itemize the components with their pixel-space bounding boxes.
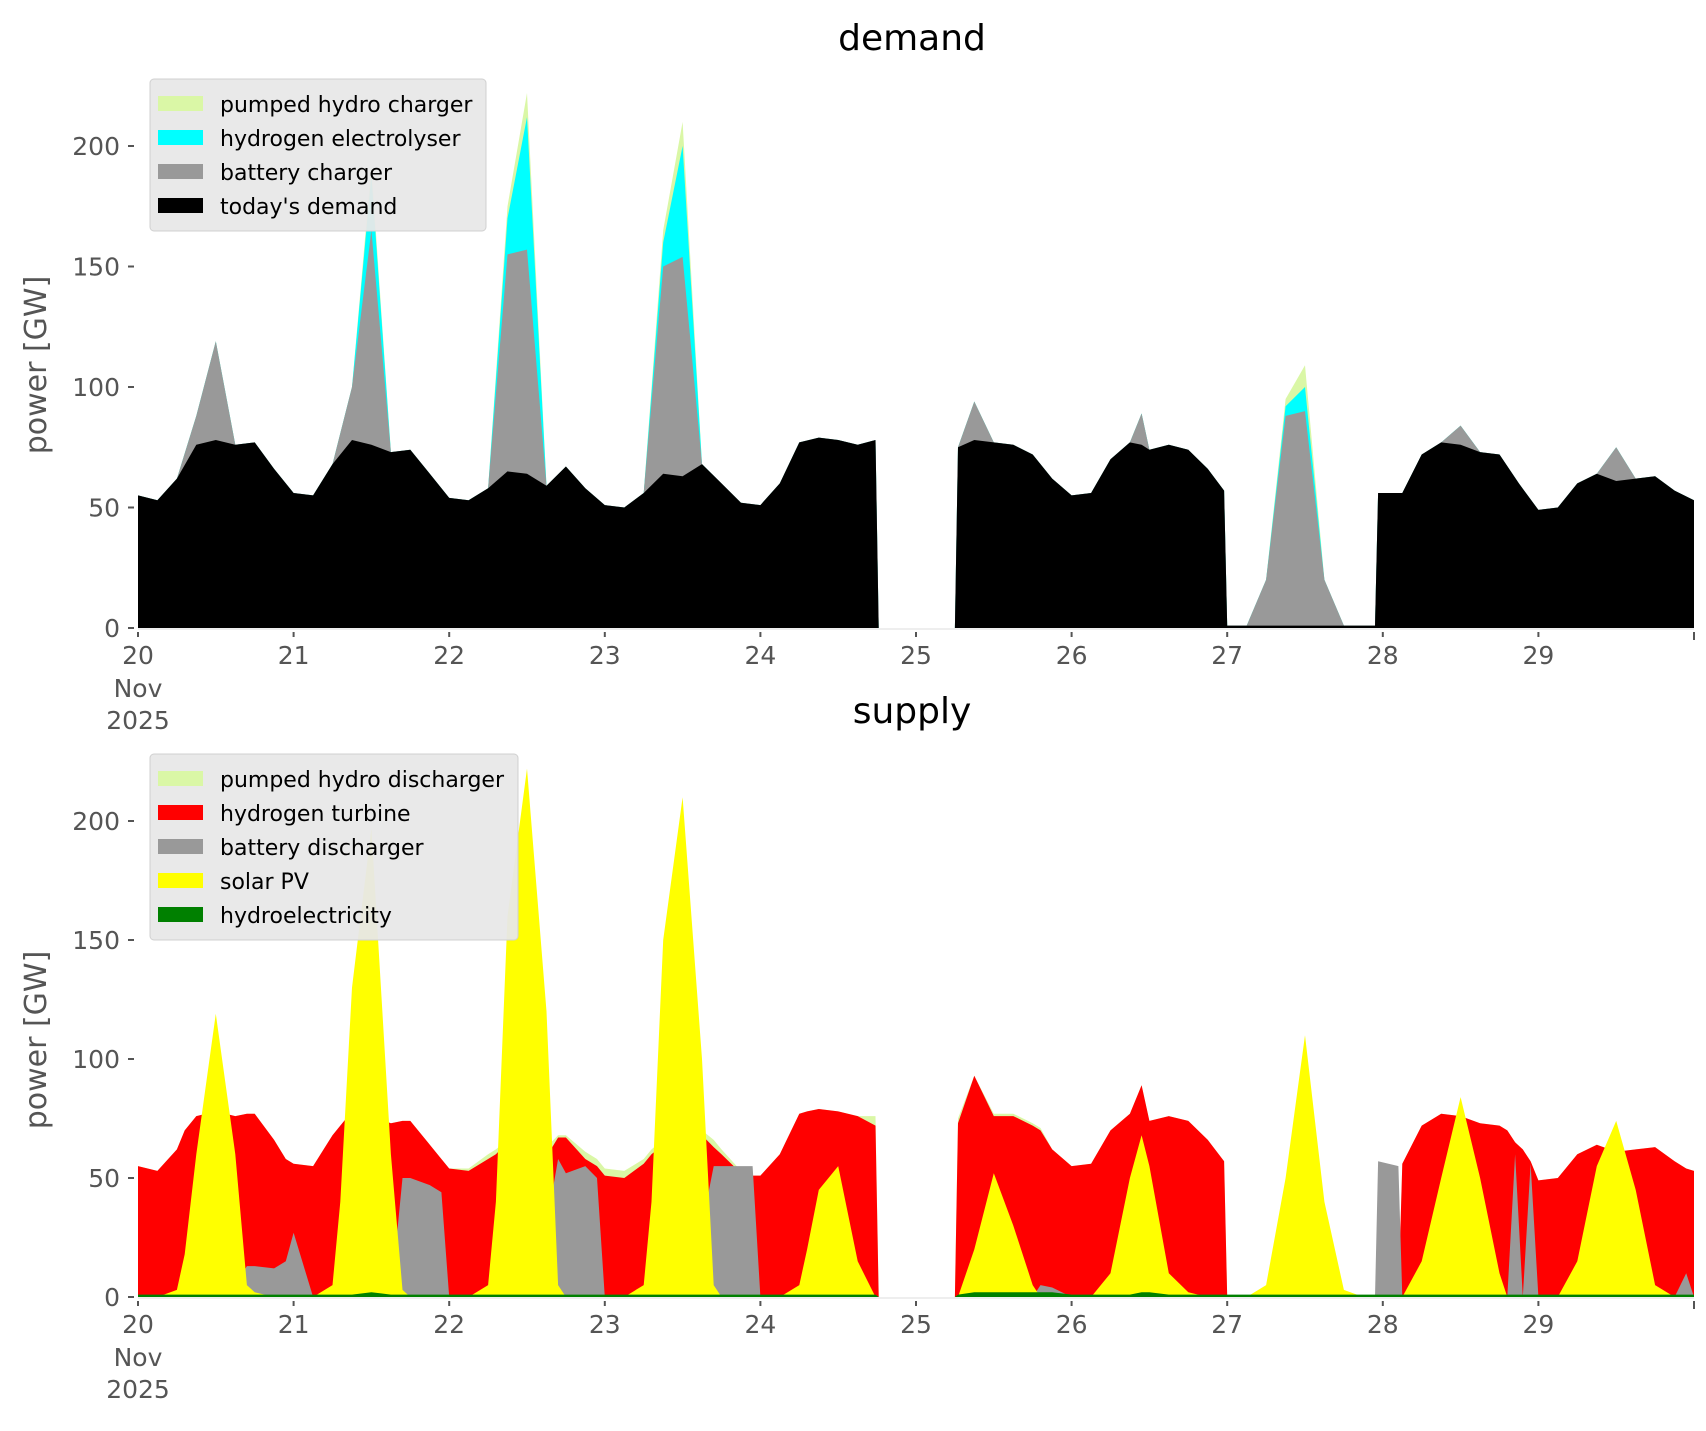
supply-x-tick-label: 28 <box>1367 1310 1399 1339</box>
supply-x-tick-month: Nov <box>114 1343 163 1372</box>
demand-x-tick-label: 24 <box>744 641 776 670</box>
supply-y-tick-label: 100 <box>72 1045 120 1074</box>
supply-legend-swatch <box>158 907 203 922</box>
demand-x-tick-label: 23 <box>589 641 621 670</box>
supply-x-tick-label: 24 <box>744 1310 776 1339</box>
demand-x-tick-year: 2025 <box>106 706 170 735</box>
demand-legend-label: battery charger <box>220 161 393 186</box>
supply-x-tick-label: 25 <box>900 1310 932 1339</box>
demand-x-tick-label: 20 <box>122 641 154 670</box>
demand-legend-box <box>149 78 487 232</box>
demand-title: demand <box>838 18 986 59</box>
demand-x-tick-label: 21 <box>278 641 310 670</box>
demand-legend-swatch <box>158 96 203 111</box>
supply-axes: 0 50 100 150 200 20 Nov 2025 21 22 23 24 25 26 27 28 29 <box>72 807 1695 1404</box>
supply-y-tick-label: 150 <box>72 926 120 955</box>
demand-y-tick-label: 50 <box>88 494 120 523</box>
supply-x-tick-year: 2025 <box>106 1375 170 1404</box>
supply-legend-swatch <box>158 771 203 786</box>
demand-areas <box>138 93 1694 629</box>
demand-axes: 0 50 100 150 200 20 Nov 2025 21 22 23 24 25 26 27 28 29 <box>72 132 1695 735</box>
supply-area-hydroelectricity <box>138 1292 1694 1297</box>
supply-legend-swatch <box>158 805 203 820</box>
demand-y-tick-label: 100 <box>72 373 120 402</box>
demand-legend-label: pumped hydro charger <box>220 93 473 118</box>
supply-x-tick-label: 20 <box>122 1310 154 1339</box>
supply-legend-box <box>149 753 519 941</box>
supply-legend-label: solar PV <box>220 870 309 895</box>
demand-y-tick-label: 150 <box>72 253 120 282</box>
supply-legend-label: pumped hydro discharger <box>220 768 505 793</box>
demand-legend: pumped hydro charger hydrogen electrolyse… <box>149 78 487 232</box>
demand-legend-label: today's demand <box>220 195 397 220</box>
demand-x-tick-label: 28 <box>1367 641 1399 670</box>
demand-x-tick-label: 29 <box>1522 641 1554 670</box>
supply-legend-swatch <box>158 873 203 888</box>
supply-panel: supply 0 50 100 150 200 20 Nov 2025 21 22 23 24 25 26… <box>19 691 1695 1404</box>
demand-x-tick-month: Nov <box>114 674 163 703</box>
demand-x-tick-label: 22 <box>433 641 465 670</box>
supply-areas <box>138 768 1694 1297</box>
supply-x-tick-label: 27 <box>1211 1310 1243 1339</box>
supply-legend: pumped hydro discharger hydrogen turbine b… <box>149 753 519 941</box>
supply-title: supply <box>853 691 972 732</box>
supply-y-tick-label: 200 <box>72 807 120 836</box>
supply-legend-label: battery discharger <box>220 836 425 861</box>
supply-x-tick-label: 23 <box>589 1310 621 1339</box>
supply-y-tick-label: 50 <box>88 1164 120 1193</box>
supply-x-tick-label: 26 <box>1056 1310 1088 1339</box>
demand-legend-swatch <box>158 198 203 213</box>
demand-area-today-s-demand <box>138 437 1694 628</box>
supply-area-solar-pv <box>138 768 1694 1297</box>
demand-legend-swatch <box>158 164 203 179</box>
demand-x-tick-label: 26 <box>1056 641 1088 670</box>
demand-panel: demand 0 50 100 150 200 20 Nov 2025 21 22 23 24 25 26… <box>19 18 1695 735</box>
supply-area-battery-discharger <box>138 1154 1694 1297</box>
supply-x-tick-label: 29 <box>1522 1310 1554 1339</box>
demand-y-tick-label: 0 <box>104 614 120 643</box>
supply-legend-label: hydroelectricity <box>220 904 392 929</box>
demand-x-tick-label: 25 <box>900 641 932 670</box>
demand-y-axis-label: power [GW] <box>19 276 54 455</box>
supply-x-tick-label: 21 <box>278 1310 310 1339</box>
supply-legend-swatch <box>158 839 203 854</box>
supply-legend-label: hydrogen turbine <box>220 802 411 827</box>
demand-x-tick-label: 27 <box>1211 641 1243 670</box>
supply-y-axis-label: power [GW] <box>19 951 54 1130</box>
supply-y-tick-label: 0 <box>104 1283 120 1312</box>
demand-legend-label: hydrogen electrolyser <box>220 127 461 152</box>
demand-y-tick-label: 200 <box>72 132 120 161</box>
supply-x-tick-label: 22 <box>433 1310 465 1339</box>
demand-legend-swatch <box>158 130 203 145</box>
